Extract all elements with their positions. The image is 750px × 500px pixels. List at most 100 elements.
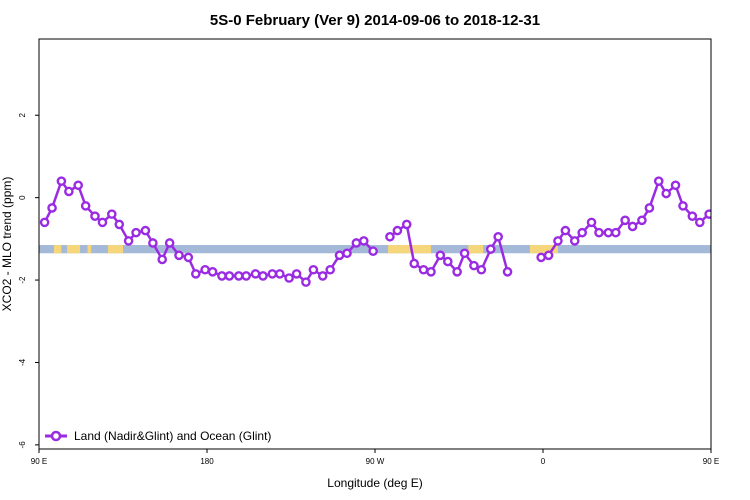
data-point [426, 267, 436, 277]
land-segment [108, 245, 123, 254]
data-point [543, 250, 554, 261]
data-point [637, 215, 647, 226]
data-point [653, 176, 664, 186]
data-point [553, 236, 563, 246]
data-point [190, 269, 201, 279]
data-point [114, 219, 125, 230]
data-point [409, 258, 420, 269]
legend-label: Land (Nadir&Glint) and Ocean (Glint) [74, 429, 271, 443]
y-axis-label: XCO2 - MLO trend (ppm) [0, 177, 14, 312]
y-tick-label: 0 [18, 195, 27, 200]
y-tick-label: -4 [18, 358, 27, 366]
land-segment [388, 245, 431, 254]
data-point [418, 264, 429, 275]
data-point [73, 180, 83, 191]
data-point [267, 269, 278, 279]
chart-title: 5S-0 February (Ver 9) 2014-09-06 to 2018… [210, 12, 540, 29]
land-segment [67, 245, 81, 254]
data-point [157, 254, 167, 265]
legend: Land (Nadir&Glint) and Ocean (Glint) [45, 429, 271, 443]
data-point [291, 269, 302, 279]
land-segment [529, 245, 558, 254]
land-segment [730, 245, 737, 253]
data-point [611, 227, 621, 238]
data-point [342, 248, 352, 259]
data-point [217, 271, 227, 281]
data-point [603, 227, 614, 238]
data-point [577, 227, 588, 238]
data-point [452, 267, 462, 277]
data-point [594, 227, 604, 238]
data-point [560, 225, 571, 236]
data-point [39, 217, 50, 228]
data-point [687, 211, 698, 221]
data-point [401, 219, 412, 230]
data-point [301, 277, 311, 287]
data-point [241, 271, 251, 281]
data-point [586, 217, 597, 228]
data-point [207, 267, 218, 277]
data-point [325, 264, 336, 275]
data-point [274, 269, 285, 279]
data-point [569, 236, 580, 246]
data-point [536, 252, 546, 263]
data-point [435, 250, 446, 261]
data-point [47, 203, 57, 213]
x-tick-label: 90 E [31, 457, 47, 466]
data-point [627, 221, 638, 232]
data-point [670, 180, 681, 191]
data-point [476, 264, 487, 275]
x-tick-label: 0 [541, 457, 546, 466]
y-tick-label: -6 [18, 441, 27, 449]
data-point [174, 250, 184, 261]
data-point [56, 176, 67, 186]
data-point [97, 217, 108, 228]
data-point [661, 188, 672, 199]
data-point [317, 271, 328, 281]
y-tick-label: -2 [18, 276, 27, 284]
data-point [469, 260, 479, 271]
x-tick-label: 180 [200, 457, 214, 466]
data-point [695, 217, 705, 228]
legend-marker-swatch [50, 430, 62, 442]
x-axis-label: Longitude (deg E) [327, 476, 422, 490]
data-point [140, 225, 151, 236]
data-point [131, 227, 141, 238]
data-point [334, 250, 345, 261]
data-point [80, 201, 91, 211]
land-segment [87, 245, 92, 254]
data-point [258, 271, 268, 281]
data-point [502, 267, 513, 277]
data-point [233, 271, 244, 281]
data-point [90, 211, 100, 221]
data-point [493, 231, 504, 242]
land-segment [743, 245, 750, 253]
land-segment [468, 245, 484, 254]
plot-frame [38, 38, 712, 450]
land-segment [53, 245, 62, 254]
data-point [644, 203, 655, 213]
data-point [164, 238, 175, 248]
data-point [620, 215, 630, 226]
data-point [64, 186, 74, 197]
x-tick-label: 90 E [703, 457, 719, 466]
data-point [308, 264, 319, 275]
data-point [385, 231, 395, 242]
data-point [183, 252, 194, 263]
y-tick-label: 2 [18, 112, 27, 117]
data-point [704, 209, 711, 219]
data-point [485, 244, 496, 254]
data-point [459, 248, 470, 259]
data-point [123, 236, 134, 246]
data-point [250, 269, 261, 279]
data-point [284, 273, 294, 283]
data-point [442, 256, 453, 267]
data-point [368, 246, 378, 257]
data-point [224, 271, 235, 281]
data-point [351, 238, 362, 248]
data-point [107, 209, 117, 219]
data-point [678, 201, 688, 211]
data-point [358, 236, 369, 246]
data-point [392, 225, 403, 236]
